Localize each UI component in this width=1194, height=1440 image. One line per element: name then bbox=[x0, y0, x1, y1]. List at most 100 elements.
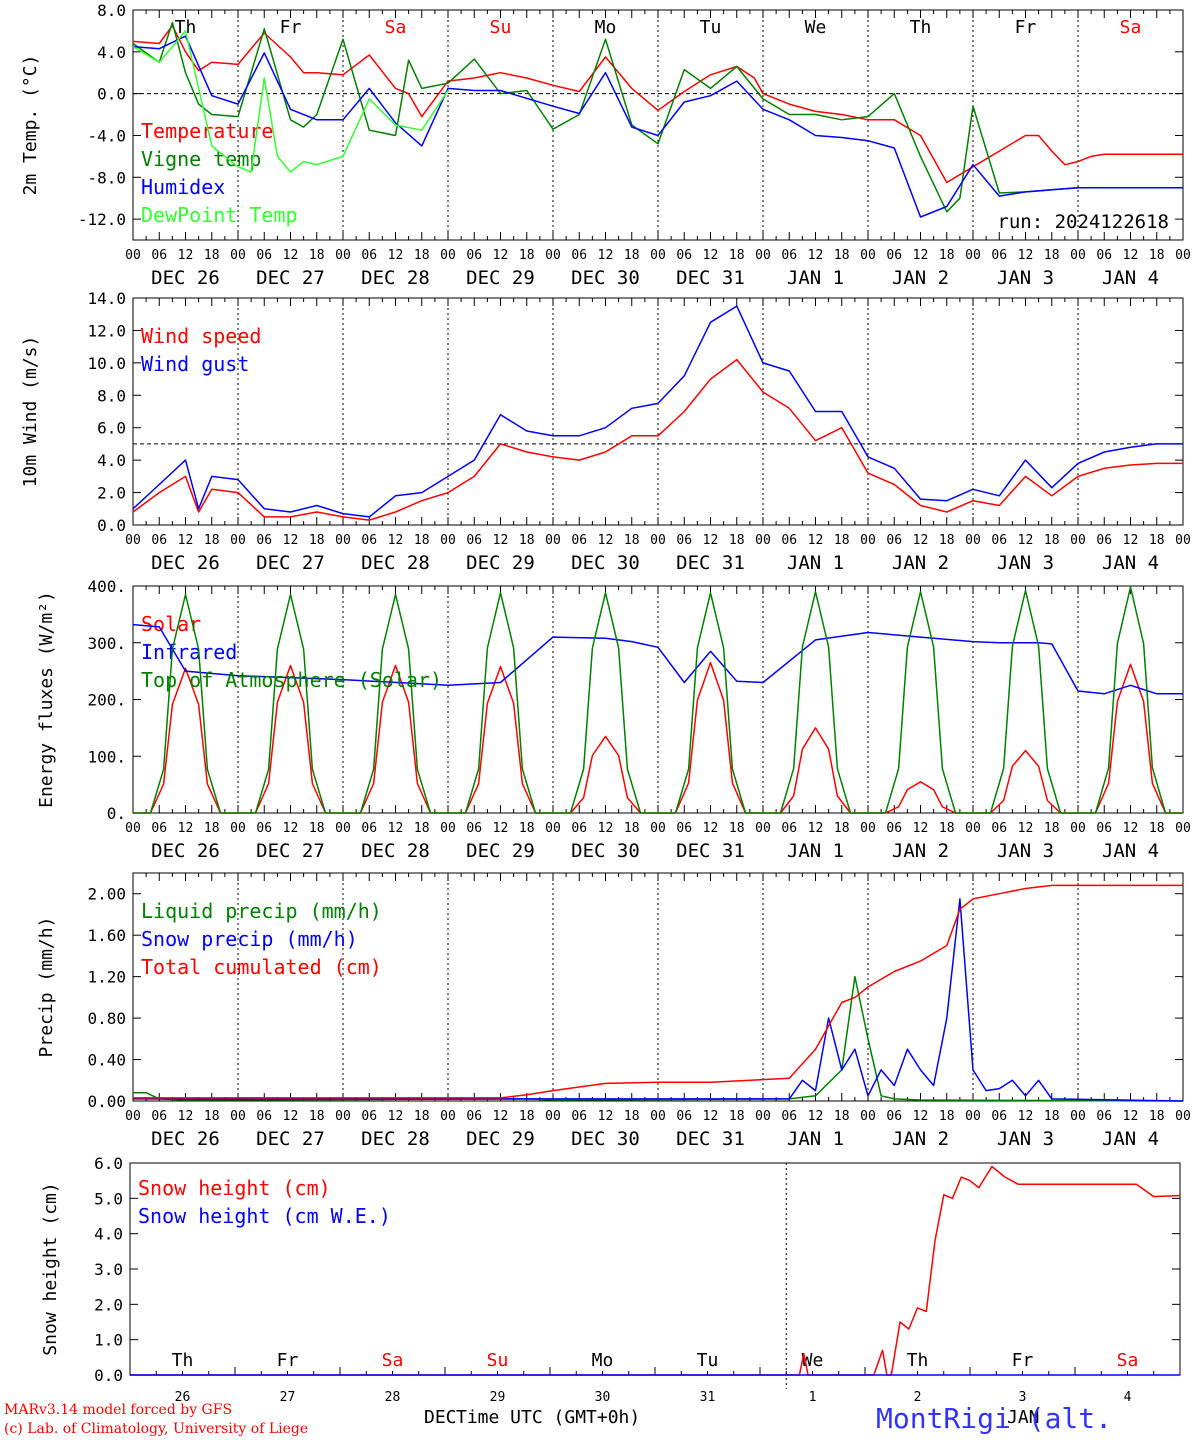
x-date-label: DEC 31 bbox=[676, 1128, 745, 1150]
x-hour-label: 00 bbox=[335, 1109, 351, 1124]
x-hour-label: 00 bbox=[1175, 248, 1191, 263]
weekday-label: Sa bbox=[1117, 1350, 1139, 1371]
x-hour-label: 12 bbox=[178, 1109, 194, 1124]
x-hour-label: 18 bbox=[834, 248, 850, 263]
x-date-label: DEC 29 bbox=[466, 1128, 535, 1150]
x-date-label: JAN 4 bbox=[1102, 267, 1159, 289]
x-hour-label: 12 bbox=[493, 533, 509, 548]
x-hour-label: 06 bbox=[571, 1109, 587, 1124]
x-hour-label: 18 bbox=[624, 533, 640, 548]
x-hour-label: 12 bbox=[808, 821, 824, 836]
x-hour-label: 18 bbox=[414, 821, 430, 836]
x-hour-label: 00 bbox=[755, 1109, 771, 1124]
x-hour-label: 00 bbox=[860, 533, 876, 548]
x-hour-label: 06 bbox=[1096, 533, 1112, 548]
x-day-number: 28 bbox=[385, 1390, 401, 1405]
x-hour-label: 00 bbox=[650, 1109, 666, 1124]
x-hour-label: 00 bbox=[650, 821, 666, 836]
x-hour-label: 00 bbox=[230, 248, 246, 263]
x-hour-label: 12 bbox=[703, 533, 719, 548]
y-axis-label: Snow height (cm) bbox=[40, 1182, 61, 1355]
x-hour-label: 18 bbox=[204, 821, 220, 836]
x-hour-label: 06 bbox=[151, 1109, 167, 1124]
legend-entry: Liquid precip (mm/h) bbox=[141, 899, 382, 923]
x-date-label: JAN 2 bbox=[892, 1128, 949, 1150]
x-day-number: 31 bbox=[700, 1390, 716, 1405]
x-hour-label: 00 bbox=[335, 821, 351, 836]
x-hour-label: 06 bbox=[151, 248, 167, 263]
x-date-label: DEC 27 bbox=[256, 840, 325, 862]
y-tick-label: 6.0 bbox=[97, 419, 126, 438]
x-day-number: 3 bbox=[1019, 1390, 1027, 1405]
x-hour-label: 06 bbox=[676, 821, 692, 836]
x-hour-label: 00 bbox=[755, 533, 771, 548]
x-hour-label: 00 bbox=[1175, 533, 1191, 548]
x-hour-label: 00 bbox=[230, 1109, 246, 1124]
weekday-label: We bbox=[802, 1350, 824, 1371]
y-tick-label: -4.0 bbox=[87, 126, 126, 145]
x-hour-label: 06 bbox=[466, 1109, 482, 1124]
x-hour-label: 06 bbox=[781, 248, 797, 263]
x-hour-label: 00 bbox=[1070, 1109, 1086, 1124]
x-hour-label: 12 bbox=[388, 1109, 404, 1124]
x-hour-label: 18 bbox=[414, 533, 430, 548]
x-hour-label: 12 bbox=[178, 821, 194, 836]
x-hour-label: 12 bbox=[283, 1109, 299, 1124]
lab-credit: (c) Lab. of Climatology, University of L… bbox=[4, 1421, 309, 1437]
x-day-number: 2 bbox=[914, 1390, 922, 1405]
x-hour-label: 18 bbox=[309, 533, 325, 548]
x-hour-label: 12 bbox=[1123, 1109, 1139, 1124]
x-hour-label: 12 bbox=[1018, 821, 1034, 836]
x-date-label: JAN 1 bbox=[787, 267, 844, 289]
x-hour-label: 00 bbox=[755, 821, 771, 836]
weekday-label: Tu bbox=[697, 1350, 719, 1371]
x-hour-label: 06 bbox=[991, 821, 1007, 836]
x-hour-label: 12 bbox=[913, 533, 929, 548]
x-day-number: 27 bbox=[280, 1390, 296, 1405]
x-hour-label: 06 bbox=[991, 1109, 1007, 1124]
series-line-infrared bbox=[132, 623, 1183, 695]
x-hour-label: 06 bbox=[361, 821, 377, 836]
x-hour-label: 18 bbox=[729, 533, 745, 548]
x-axis-label: Time UTC (GMT+0h) bbox=[456, 1407, 641, 1428]
x-hour-label: 00 bbox=[1070, 533, 1086, 548]
x-hour-label: 00 bbox=[440, 1109, 456, 1124]
x-hour-label: 06 bbox=[151, 821, 167, 836]
x-hour-label: 00 bbox=[1175, 1109, 1191, 1124]
y-tick-label: -8.0 bbox=[87, 168, 126, 187]
x-date-label: JAN 1 bbox=[787, 840, 844, 862]
x-day-number: 26 bbox=[175, 1390, 191, 1405]
x-hour-label: 18 bbox=[1044, 248, 1060, 263]
x-hour-label: 12 bbox=[598, 248, 614, 263]
x-hour-label: 18 bbox=[204, 248, 220, 263]
x-hour-label: 00 bbox=[965, 533, 981, 548]
y-tick-label: 4.0 bbox=[97, 451, 126, 470]
x-date-label: DEC 30 bbox=[571, 552, 640, 574]
x-date-label: DEC 27 bbox=[256, 1128, 325, 1150]
x-date-label: DEC 30 bbox=[571, 1128, 640, 1150]
x-hour-label: 18 bbox=[309, 248, 325, 263]
x-hour-label: 12 bbox=[283, 821, 299, 836]
run-annotation: run: 2024122618 bbox=[997, 211, 1169, 233]
x-hour-label: 06 bbox=[361, 248, 377, 263]
weekday-label: Fr bbox=[277, 1350, 299, 1371]
y-tick-label: 1.0 bbox=[94, 1331, 123, 1350]
x-date-label: DEC 28 bbox=[361, 552, 430, 574]
x-hour-label: 12 bbox=[1123, 821, 1139, 836]
x-hour-label: 18 bbox=[1149, 1109, 1165, 1124]
x-hour-label: 12 bbox=[598, 1109, 614, 1124]
x-hour-label: 12 bbox=[388, 821, 404, 836]
x-hour-label: 12 bbox=[913, 1109, 929, 1124]
x-hour-label: 00 bbox=[1175, 821, 1191, 836]
x-hour-label: 18 bbox=[1149, 248, 1165, 263]
x-hour-label: 12 bbox=[808, 533, 824, 548]
x-hour-label: 12 bbox=[598, 533, 614, 548]
y-tick-label: 3.0 bbox=[94, 1260, 123, 1279]
legend-entry: Total cumulated (cm) bbox=[141, 955, 382, 979]
y-tick-label: 2.0 bbox=[97, 484, 126, 503]
x-hour-label: 06 bbox=[886, 821, 902, 836]
x-hour-label: 00 bbox=[440, 533, 456, 548]
x-hour-label: 12 bbox=[1123, 248, 1139, 263]
series-line-wind-speed bbox=[132, 358, 1183, 521]
x-hour-label: 12 bbox=[1018, 1109, 1034, 1124]
